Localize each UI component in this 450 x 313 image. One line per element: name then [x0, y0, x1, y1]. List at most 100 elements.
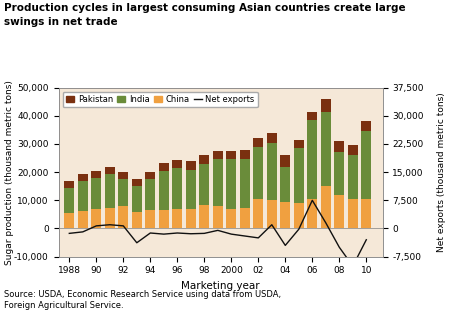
Bar	[186, 170, 196, 209]
Bar	[307, 199, 317, 228]
Bar	[334, 141, 344, 152]
Bar	[78, 182, 88, 211]
Bar	[240, 151, 250, 159]
Bar	[105, 208, 115, 228]
X-axis label: Marketing year: Marketing year	[181, 281, 260, 291]
Bar	[64, 213, 74, 228]
Net exports	[364, 238, 369, 242]
Net exports	[242, 234, 248, 238]
Text: Production cycles in largest consuming Asian countries create large: Production cycles in largest consuming A…	[4, 3, 406, 13]
Bar	[267, 133, 277, 143]
Bar	[132, 179, 142, 186]
Bar	[267, 143, 277, 200]
Bar	[78, 173, 88, 182]
Bar	[64, 181, 74, 188]
Net exports	[256, 236, 261, 240]
Bar	[253, 138, 263, 147]
Bar	[105, 174, 115, 208]
Bar	[348, 155, 358, 199]
Bar	[294, 203, 304, 228]
Net exports	[80, 230, 86, 234]
Bar	[78, 211, 88, 228]
Bar	[334, 195, 344, 228]
Text: Sugar production (thousand metric tons): Sugar production (thousand metric tons)	[4, 80, 13, 264]
Bar	[172, 160, 182, 168]
Bar	[294, 148, 304, 203]
Bar	[91, 178, 101, 209]
Bar	[213, 151, 223, 160]
Bar	[240, 159, 250, 208]
Net exports	[350, 264, 356, 268]
Bar	[199, 164, 209, 205]
Bar	[64, 188, 74, 213]
Net exports	[323, 221, 328, 225]
Bar	[132, 212, 142, 228]
Bar	[159, 171, 169, 210]
Bar	[145, 210, 155, 228]
Net exports	[310, 198, 315, 202]
Bar	[199, 205, 209, 228]
Bar	[321, 186, 331, 228]
Bar	[199, 155, 209, 164]
Bar	[348, 146, 358, 155]
Net exports	[188, 232, 194, 236]
Bar	[159, 210, 169, 228]
Bar	[280, 167, 290, 202]
Bar	[172, 209, 182, 228]
Bar	[118, 206, 128, 228]
Net exports	[134, 241, 140, 245]
Net exports	[94, 224, 99, 228]
Net exports	[175, 231, 180, 235]
Bar	[145, 172, 155, 179]
Net exports	[229, 232, 234, 236]
Bar	[118, 179, 128, 206]
Net exports	[337, 245, 342, 249]
Net exports	[161, 232, 166, 236]
Bar	[307, 112, 317, 120]
Bar	[172, 168, 182, 209]
Bar	[118, 172, 128, 179]
Net exports	[121, 224, 126, 228]
Text: swings in net trade: swings in net trade	[4, 17, 118, 27]
Bar	[145, 179, 155, 210]
Bar	[105, 167, 115, 174]
Bar	[240, 208, 250, 228]
Net exports	[67, 232, 72, 235]
Bar	[321, 112, 331, 186]
Bar	[159, 163, 169, 171]
Bar	[213, 160, 223, 206]
Bar	[91, 171, 101, 178]
Bar	[186, 209, 196, 228]
Bar	[280, 155, 290, 167]
Bar	[307, 120, 317, 199]
Bar	[186, 162, 196, 170]
Net exports	[107, 223, 112, 227]
Bar	[267, 200, 277, 228]
Legend: Pakistan, India, China, Net exports: Pakistan, India, China, Net exports	[63, 92, 258, 107]
Net exports	[296, 227, 302, 231]
Bar	[226, 160, 236, 209]
Bar	[91, 209, 101, 228]
Line: Net exports: Net exports	[69, 200, 366, 266]
Bar	[132, 186, 142, 212]
Bar	[334, 152, 344, 195]
Text: Net exports (thousand metric tons): Net exports (thousand metric tons)	[436, 92, 446, 252]
Net exports	[148, 231, 153, 235]
Net exports	[283, 244, 288, 247]
Bar	[226, 209, 236, 228]
Bar	[361, 199, 371, 228]
Bar	[294, 140, 304, 148]
Bar	[213, 206, 223, 228]
Bar	[226, 151, 236, 160]
Bar	[280, 202, 290, 228]
Bar	[253, 199, 263, 228]
Net exports	[202, 232, 207, 235]
Text: Source: USDA, Economic Research Service using data from USDA,
Foreign Agricultur: Source: USDA, Economic Research Service …	[4, 290, 282, 310]
Net exports	[215, 228, 220, 232]
Bar	[348, 199, 358, 228]
Bar	[321, 99, 331, 112]
Bar	[361, 121, 371, 131]
Net exports	[269, 223, 274, 227]
Bar	[361, 131, 371, 199]
Bar	[253, 147, 263, 199]
